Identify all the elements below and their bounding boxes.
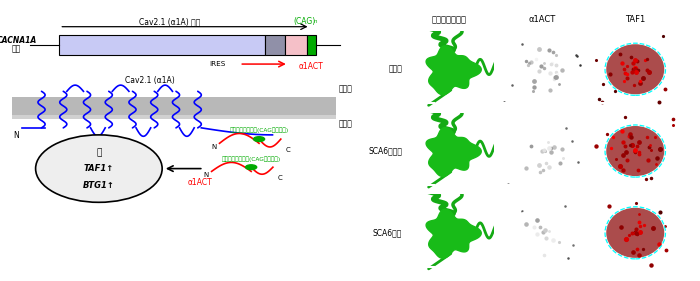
Bar [265, 35, 285, 55]
Bar [12, 115, 336, 119]
Bar [12, 97, 336, 117]
Text: ポリグルタミン酸(CAGリピート): ポリグルタミン酸(CAGリピート) [230, 127, 288, 133]
Ellipse shape [246, 165, 257, 169]
Polygon shape [426, 46, 481, 95]
Text: N: N [211, 144, 216, 150]
Text: α1ACT: α1ACT [188, 178, 212, 187]
Text: CACNA1A: CACNA1A [0, 36, 36, 45]
Bar [285, 35, 307, 55]
Text: C: C [286, 147, 290, 153]
Ellipse shape [253, 137, 265, 142]
Polygon shape [426, 128, 481, 176]
Text: 転写: 転写 [12, 45, 21, 54]
Text: SCA6ヘテロ: SCA6ヘテロ [368, 146, 402, 156]
Text: 細胞内: 細胞内 [338, 119, 352, 128]
Text: n: n [314, 19, 317, 24]
Circle shape [606, 44, 664, 94]
Text: カルビンディン: カルビンディン [431, 15, 466, 24]
Polygon shape [426, 209, 481, 258]
Text: (CAG): (CAG) [293, 17, 316, 26]
Text: α1ACT: α1ACT [528, 15, 556, 24]
Text: SCA6ホモ: SCA6ホモ [372, 228, 402, 237]
Text: 核: 核 [96, 149, 101, 158]
Text: 健常人: 健常人 [388, 65, 402, 74]
Text: 細胞外: 細胞外 [338, 84, 352, 93]
Text: TAF1: TAF1 [625, 15, 645, 24]
Text: Cav2.1 (α1A) 翻訳: Cav2.1 (α1A) 翻訳 [139, 17, 201, 26]
Text: BTG1↑: BTG1↑ [83, 181, 115, 190]
Circle shape [606, 126, 664, 176]
Text: IRES: IRES [209, 61, 225, 67]
Bar [60, 35, 265, 55]
Text: α1ACT: α1ACT [299, 62, 323, 71]
Ellipse shape [36, 135, 162, 202]
Text: TAF1↑: TAF1↑ [84, 164, 114, 173]
Text: C: C [278, 175, 282, 182]
Circle shape [606, 208, 664, 258]
Text: N: N [203, 172, 209, 178]
Bar [307, 35, 316, 55]
Text: N: N [14, 131, 20, 140]
Text: Cav2.1 (α1A): Cav2.1 (α1A) [125, 76, 175, 85]
Text: ポリグルタミン酸(CAGリピート): ポリグルタミン酸(CAGリピート) [221, 156, 281, 162]
